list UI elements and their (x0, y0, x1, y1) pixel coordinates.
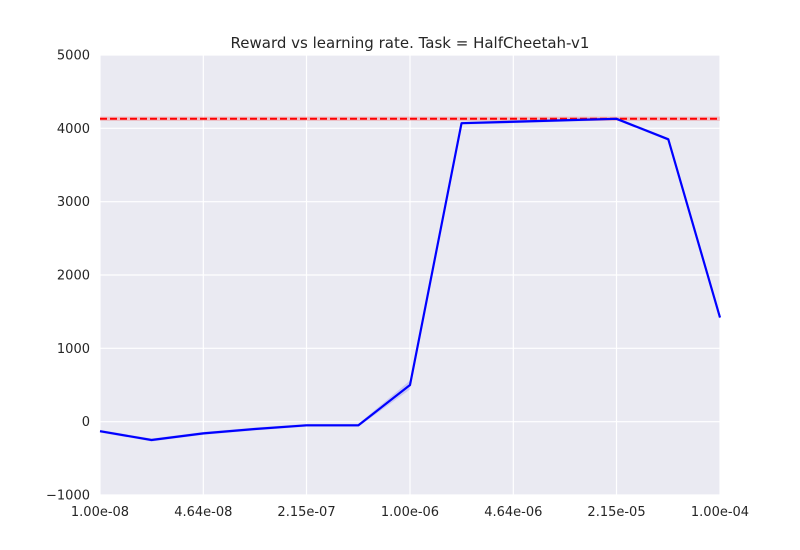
x-tick-labels: 1.00e-08 4.64e-08 2.15e-07 1.00e-06 4.64e-06… (71, 505, 749, 520)
x-tick-label: 1.00e-06 (381, 505, 439, 520)
x-tick-label: 2.15e-05 (587, 505, 645, 520)
series-lines (99, 117, 722, 442)
x-tick-label: 1.00e-04 (691, 505, 749, 520)
x-tick-label: 1.00e-08 (71, 505, 129, 520)
grid (99, 54, 721, 496)
x-tick-label: 4.64e-08 (174, 505, 232, 520)
reference-lines (100, 116, 720, 121)
y-tick-label: 0 (82, 415, 90, 430)
x-tick-label: 2.15e-07 (277, 505, 335, 520)
y-tick-label: 1000 (57, 342, 90, 357)
y-tick-label: 4000 (57, 122, 90, 137)
chart-title: Reward vs learning rate. Task = HalfChee… (231, 34, 590, 52)
y-tick-label: 3000 (57, 195, 90, 210)
y-tick-label: 5000 (57, 49, 90, 64)
y-tick-label: 2000 (57, 269, 90, 284)
series-line (99, 117, 722, 442)
y-tick-label: −1000 (46, 489, 90, 504)
x-tick-label: 4.64e-06 (484, 505, 542, 520)
y-tick-labels: −1000 0 1000 2000 3000 4000 5000 (46, 49, 90, 504)
